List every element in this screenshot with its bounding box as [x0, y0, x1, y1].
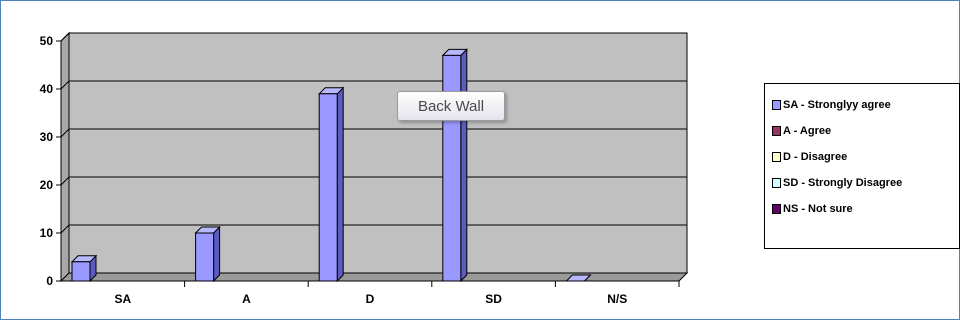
- gridline: [60, 80, 687, 90]
- x-tick-label: D: [366, 292, 375, 306]
- y-tick-label: 50: [40, 34, 54, 48]
- legend-swatch: [772, 126, 781, 136]
- bar-front: [195, 232, 215, 282]
- x-tick-label: A: [242, 292, 251, 306]
- legend-item: A - Agree: [772, 118, 959, 144]
- legend-item: D - Disagree: [772, 144, 959, 170]
- plot-walls: [59, 31, 689, 283]
- legend-swatch: [772, 204, 781, 214]
- back-wall-tooltip: Back Wall: [397, 91, 505, 121]
- bar-side: [336, 86, 344, 283]
- y-tick-label: 20: [40, 178, 54, 192]
- x-tick-label: SD: [485, 292, 502, 306]
- legend-label: SD - Strongly Disagree: [783, 177, 903, 189]
- bar-front: [318, 93, 338, 282]
- bar-side: [213, 225, 221, 283]
- legend-item: NS - Not sure: [772, 196, 959, 222]
- bar: [441, 48, 469, 283]
- gridline: [60, 128, 687, 138]
- bar: [317, 86, 345, 283]
- legend-item: SD - Strongly Disagree: [772, 170, 959, 196]
- x-tick-label: N/S: [607, 292, 627, 306]
- x-tick-label: SA: [114, 292, 131, 306]
- legend-label: A - Agree: [783, 125, 832, 137]
- bar-front: [71, 261, 91, 282]
- bar: [70, 254, 98, 283]
- legend-swatch: [772, 178, 781, 188]
- legend-swatch: [772, 100, 781, 110]
- bar: [565, 274, 592, 282]
- legend: SA - Stronglyy agree A - Agree D - Disag…: [764, 83, 960, 249]
- tick-labels: 0 10 20 30 40 50 SA A D SD N/S: [40, 34, 628, 306]
- legend-item: SA - Stronglyy agree: [772, 92, 959, 118]
- y-tick-label: 40: [40, 82, 54, 96]
- legend-label: NS - Not sure: [783, 203, 853, 215]
- bar-top: [565, 274, 592, 282]
- legend-label: D - Disagree: [783, 151, 848, 163]
- back-wall: [68, 32, 688, 274]
- y-tick-label: 30: [40, 130, 54, 144]
- y-tick-label: 10: [40, 226, 54, 240]
- legend-swatch: [772, 152, 781, 162]
- gridlines: [56, 32, 687, 282]
- gridline: [60, 32, 687, 42]
- bar: [194, 225, 221, 283]
- side-wall: [60, 31, 70, 283]
- floor: [59, 272, 689, 282]
- y-tick-label: 0: [46, 274, 53, 288]
- legend-label: SA - Stronglyy agree: [783, 99, 891, 111]
- gridline: [60, 224, 687, 234]
- bar-side: [460, 48, 468, 283]
- gridline: [60, 176, 687, 186]
- bar-front: [442, 54, 462, 282]
